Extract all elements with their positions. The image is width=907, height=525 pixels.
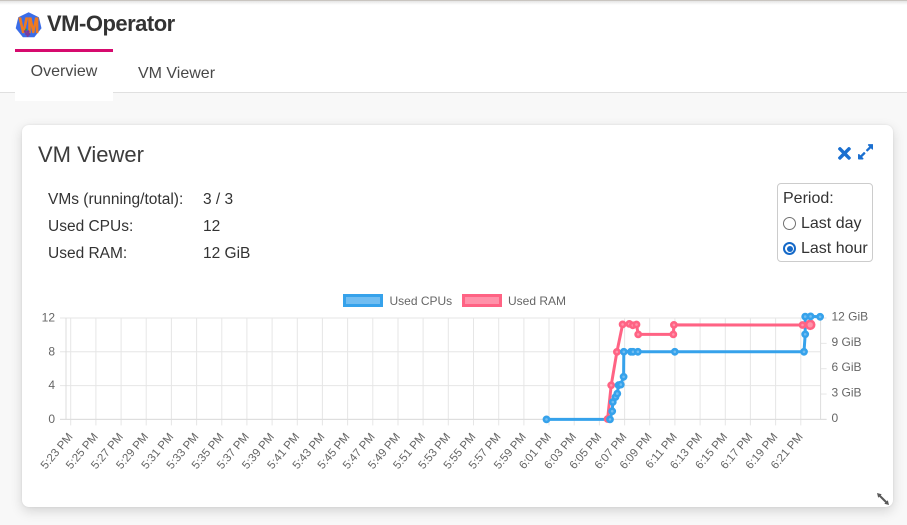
svg-text:6 GiB: 6 GiB [832, 360, 862, 374]
svg-text:3 GiB: 3 GiB [832, 386, 862, 400]
svg-text:VM: VM [19, 13, 39, 37]
svg-text:Used RAM: Used RAM [508, 294, 566, 308]
svg-text:0: 0 [832, 411, 839, 425]
svg-text:4: 4 [48, 378, 55, 392]
svg-text:8: 8 [48, 344, 55, 358]
svg-text:12: 12 [42, 311, 56, 325]
svg-text:9 GiB: 9 GiB [832, 335, 862, 349]
svg-text:Used CPUs: Used CPUs [390, 294, 453, 308]
svg-text:12 GiB: 12 GiB [832, 310, 869, 324]
svg-text:0: 0 [48, 412, 55, 426]
